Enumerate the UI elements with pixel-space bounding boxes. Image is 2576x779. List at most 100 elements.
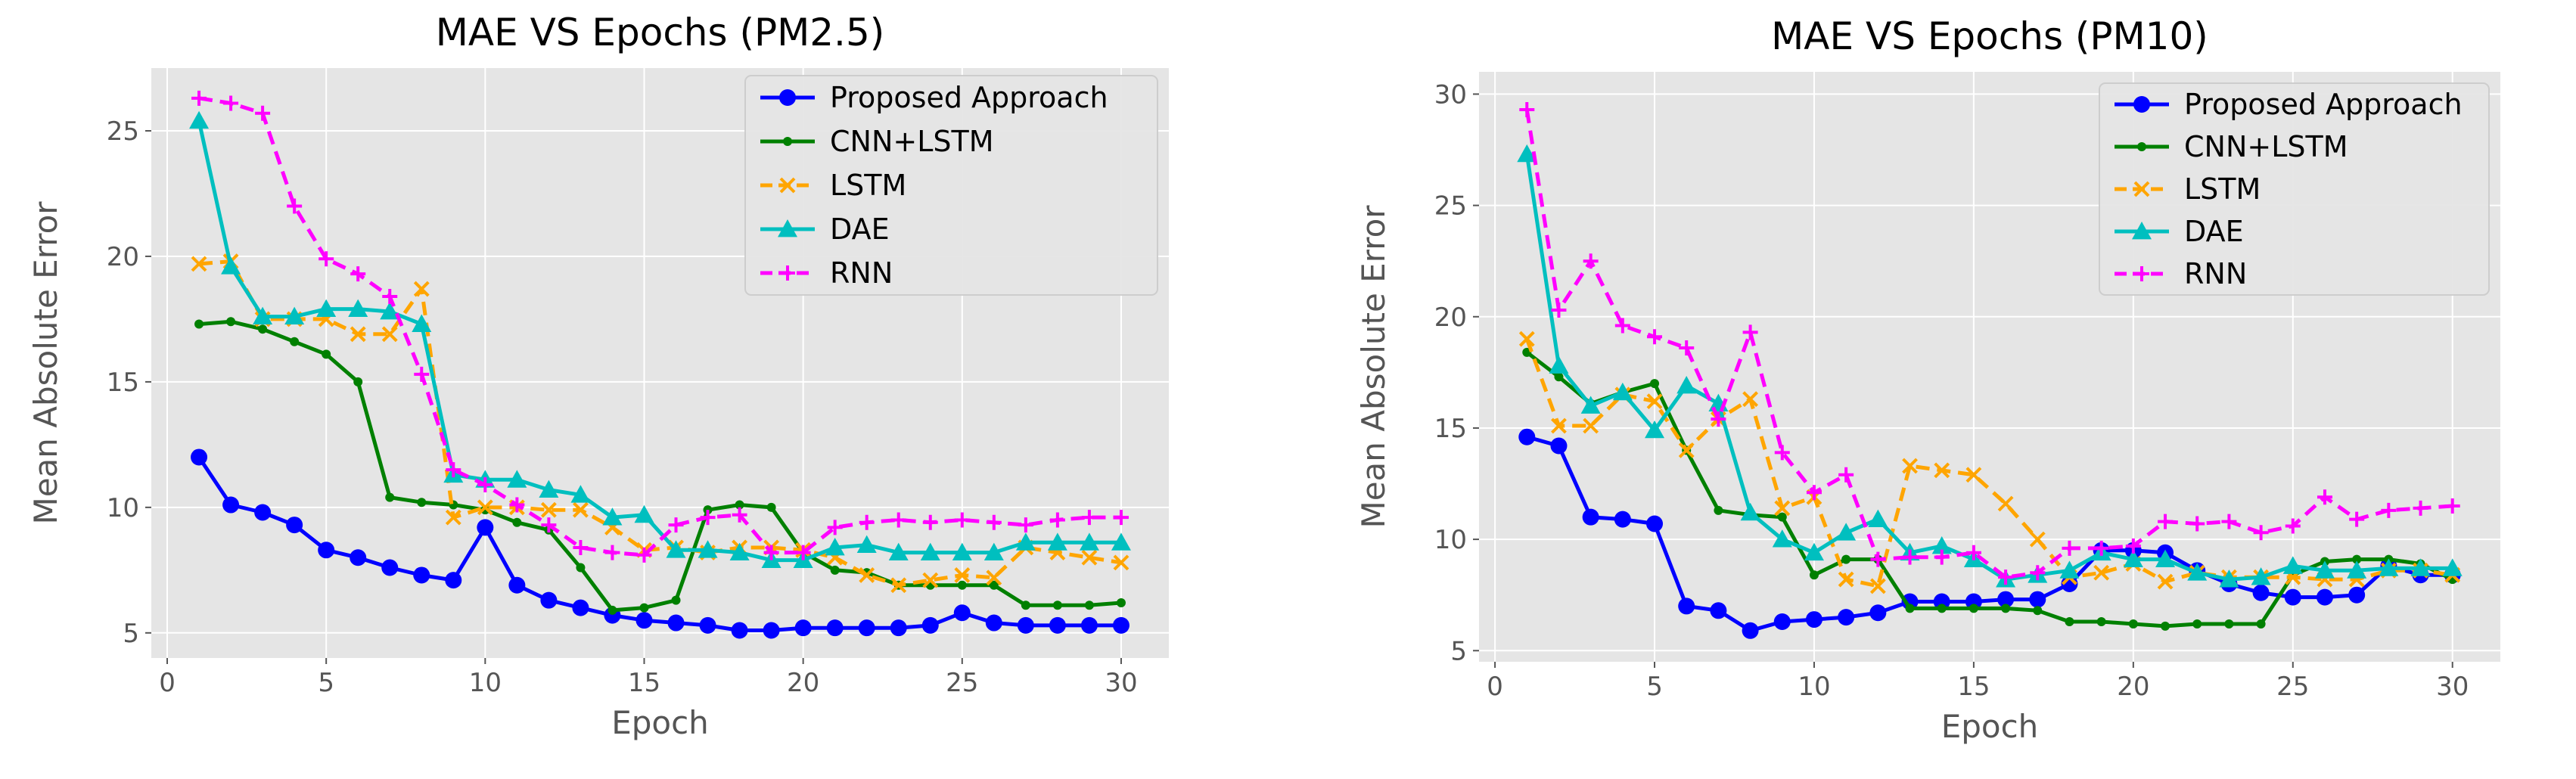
data-point-rnn	[1679, 340, 1695, 355]
y-axis-label: Mean Absolute Error	[27, 201, 64, 525]
data-point-proposed-approach	[1869, 604, 1887, 622]
data-point-cnn-lstm	[957, 580, 967, 590]
data-point-dae	[2282, 556, 2303, 574]
data-point-rnn	[477, 476, 493, 492]
data-point-cnn-lstm	[671, 595, 681, 605]
data-point-proposed-approach	[1901, 593, 1919, 610]
legend-label-proposed-approach: Proposed Approach	[2184, 88, 2463, 121]
series-line-rnn	[1524, 109, 2453, 579]
data-point-dae	[1580, 396, 1601, 414]
data-point-cnn-lstm	[226, 317, 236, 327]
data-point-proposed-approach	[318, 542, 335, 559]
data-point-dae	[380, 301, 400, 320]
data-point-dae	[1868, 509, 1888, 528]
y-tick-label: 10	[1434, 525, 1467, 555]
data-point-cnn-lstm	[194, 319, 204, 329]
data-point-rnn	[319, 251, 334, 267]
data-point-rnn	[1081, 510, 1097, 526]
data-point-cnn-lstm	[1809, 570, 1819, 580]
data-point-lstm	[445, 509, 461, 526]
data-point-lstm	[1518, 331, 1535, 347]
data-point-cnn-lstm	[2096, 617, 2106, 627]
data-point-rnn	[636, 547, 652, 563]
data-point-rnn	[604, 545, 620, 560]
data-point-dae	[284, 306, 305, 324]
x-tick-label: 0	[1487, 672, 1503, 702]
data-point-rnn	[2093, 540, 2109, 556]
data-point-proposed-approach	[477, 519, 494, 536]
data-point-rnn	[922, 514, 938, 530]
data-point-cnn-lstm	[830, 565, 840, 575]
data-point-proposed-approach	[254, 504, 272, 521]
data-point-cnn-lstm	[2065, 617, 2074, 627]
data-point-dae	[856, 535, 877, 554]
data-point-rnn	[2349, 511, 2365, 527]
data-point-cnn-lstm	[1905, 604, 1915, 613]
data-point-lstm	[2093, 564, 2110, 581]
data-point-rnn	[668, 517, 684, 533]
data-point-lstm	[1902, 458, 1918, 474]
data-point-dae	[189, 110, 210, 129]
data-point-rnn	[2030, 565, 2046, 581]
data-point-rnn	[1647, 329, 1663, 345]
data-point-dae	[1111, 532, 1131, 551]
data-point-proposed-approach	[1518, 428, 1536, 445]
data-point-cnn-lstm	[1116, 597, 1126, 607]
data-point-rnn	[2062, 540, 2077, 556]
x-tick-label: 20	[2117, 672, 2149, 702]
data-point-cnn-lstm	[576, 563, 586, 573]
data-point-proposed-approach	[1838, 609, 1855, 626]
data-point-lstm	[1551, 417, 1567, 434]
data-point-dae	[1549, 355, 1569, 374]
legend-marker-dae	[2132, 222, 2152, 240]
data-point-lstm	[1934, 462, 1950, 479]
data-point-proposed-approach	[1582, 508, 1599, 526]
data-point-rnn	[1018, 517, 1033, 533]
data-point-rnn	[573, 539, 589, 555]
data-point-rnn	[1934, 549, 1950, 565]
data-point-dae	[2347, 560, 2367, 579]
data-point-cnn-lstm	[417, 498, 427, 507]
data-point-rnn	[1742, 324, 1758, 340]
data-point-cnn-lstm	[766, 502, 776, 512]
data-point-dae	[2442, 558, 2463, 576]
data-point-lstm	[1678, 442, 1695, 458]
data-point-dae	[666, 540, 686, 558]
series-lstm	[1518, 331, 2461, 594]
legend-marker-proposed-approach	[2133, 96, 2150, 113]
data-point-dae	[1836, 523, 1857, 541]
data-point-rnn	[1583, 253, 1599, 269]
legend-marker-dae	[778, 219, 797, 237]
x-tick-label: 10	[1798, 672, 1830, 702]
data-point-dae	[2314, 560, 2335, 579]
data-point-cnn-lstm	[1777, 512, 1787, 522]
x-tick-label: 25	[2276, 672, 2309, 702]
data-point-proposed-approach	[1742, 622, 1759, 639]
legend-marker-lstm	[2133, 181, 2150, 197]
legend-marker-lstm	[779, 177, 796, 194]
data-point-cnn-lstm	[1650, 379, 1660, 389]
data-point-lstm	[1965, 467, 1982, 483]
data-point-proposed-approach	[2348, 586, 2366, 604]
legend-marker-rnn	[780, 265, 795, 281]
data-point-rnn	[2221, 514, 2237, 529]
data-point-rnn	[2158, 514, 2174, 529]
data-point-lstm	[1869, 578, 1886, 594]
data-point-rnn	[890, 512, 906, 528]
data-point-proposed-approach	[1997, 591, 2015, 608]
series-proposed-approach	[191, 448, 1130, 639]
data-point-rnn	[859, 514, 875, 530]
x-axis-label: Epoch	[1941, 708, 2039, 745]
data-point-lstm	[350, 326, 366, 343]
series-lstm	[191, 253, 1130, 594]
data-point-proposed-approach	[2284, 588, 2301, 606]
data-point-rnn	[446, 462, 461, 478]
data-point-dae	[316, 299, 337, 318]
data-point-proposed-approach	[763, 622, 780, 639]
data-point-proposed-approach	[1112, 616, 1130, 634]
data-point-lstm	[859, 567, 875, 583]
data-point-dae	[2410, 558, 2431, 576]
data-point-cnn-lstm	[1969, 604, 1978, 613]
data-point-rnn	[1551, 302, 1567, 318]
data-point-dae	[634, 504, 654, 523]
